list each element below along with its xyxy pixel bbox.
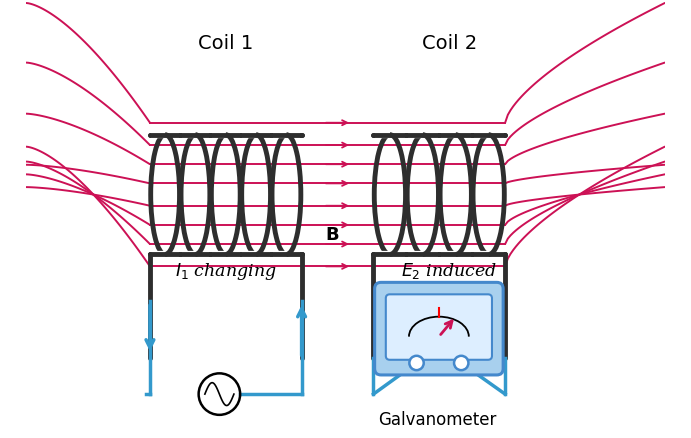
FancyBboxPatch shape [386,295,492,360]
Circle shape [454,356,468,370]
Text: Coil 1: Coil 1 [198,34,254,53]
Text: B: B [325,226,339,244]
FancyBboxPatch shape [375,283,503,375]
Circle shape [409,356,424,370]
Text: $E_2$ induced: $E_2$ induced [401,261,498,281]
Text: Coil 2: Coil 2 [422,34,477,53]
Text: Galvanometer: Galvanometer [378,410,496,428]
Text: $I_1$ changing: $I_1$ changing [175,260,276,281]
